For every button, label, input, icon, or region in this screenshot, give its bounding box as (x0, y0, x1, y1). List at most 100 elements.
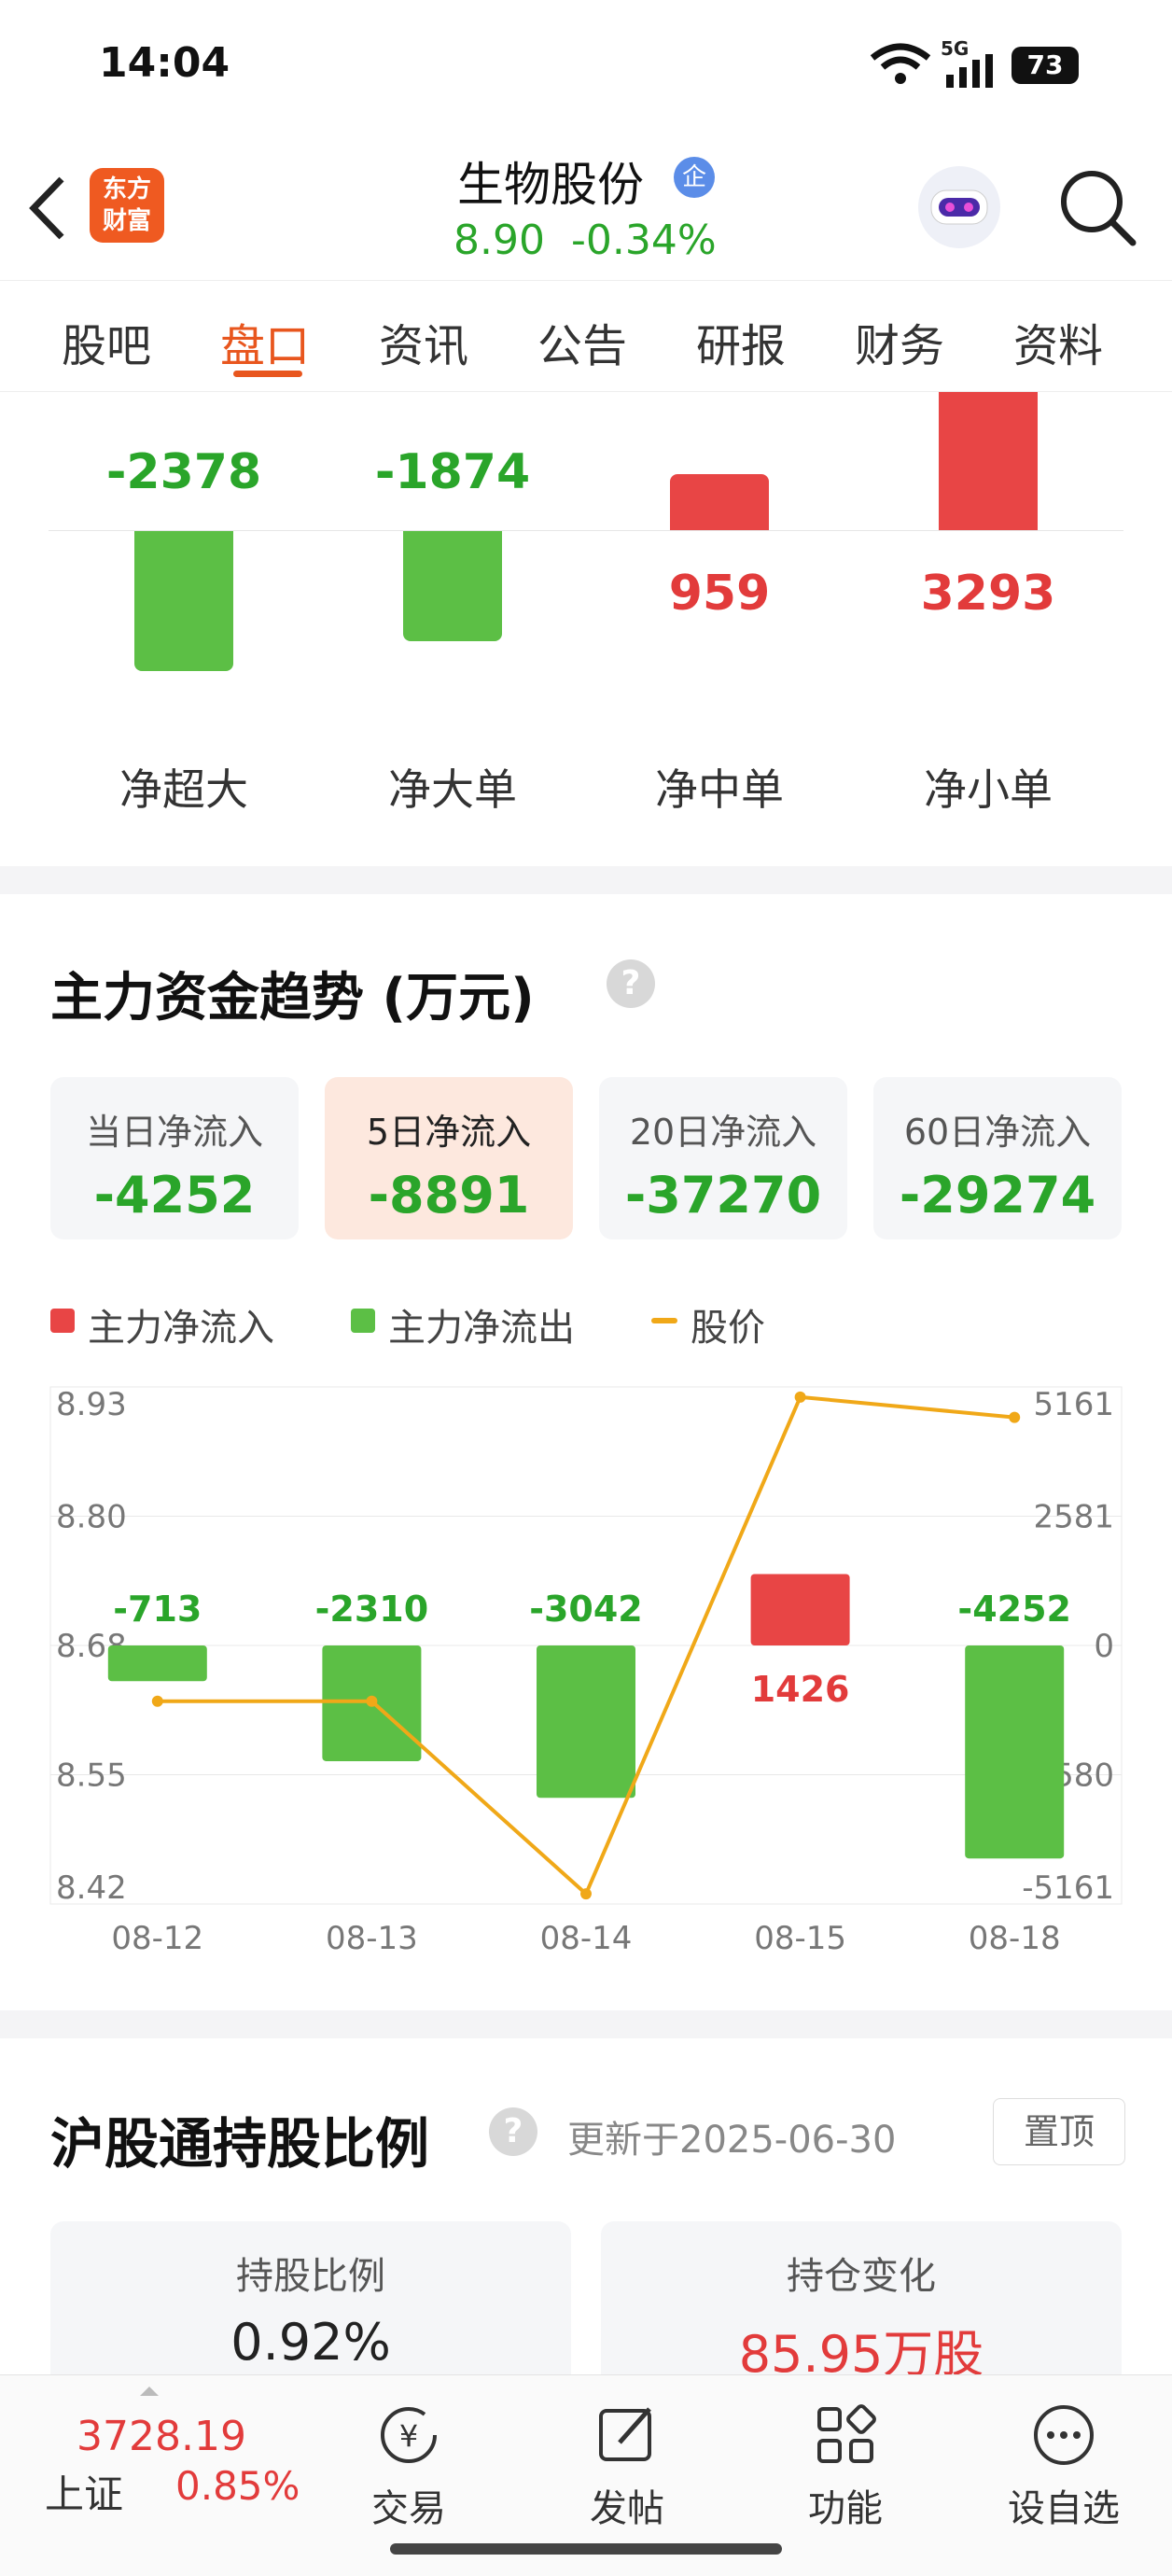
left-tick-label: 8.93 (56, 1386, 127, 1423)
holding-ratio-value: 0.92% (230, 2313, 391, 2372)
price-point (1009, 1411, 1021, 1423)
more-dots-icon (1034, 2405, 1094, 2465)
x-tick-label: 08-14 (540, 1920, 633, 1957)
eastmoney-logo: 东方 财富 (90, 168, 164, 243)
box-value: -29274 (899, 1166, 1096, 1225)
trend-title: 主力资金趋势 (万元) (50, 968, 535, 1029)
flow-bar-label: -4252 (957, 1589, 1071, 1630)
index-change[interactable]: 0.85% (175, 2463, 300, 2509)
box-value: -8891 (368, 1166, 530, 1225)
nav-post-label: 发帖 (590, 2487, 664, 2530)
nav-functions-label: 功能 (808, 2487, 883, 2530)
net-inflow-5d[interactable]: 5日净流入 -8891 (325, 1077, 573, 1239)
flow-value-medium: 959 (668, 566, 771, 622)
box-title: 当日净流入 (85, 1112, 263, 1153)
price-point (794, 1391, 806, 1403)
flow-bar (107, 1645, 207, 1682)
tab-bar: 股吧 盘口 资讯 公告 研报 财务 资料 (0, 280, 1172, 392)
search-icon[interactable] (1058, 168, 1138, 248)
x-tick-label: 08-15 (754, 1920, 846, 1957)
edit-post-icon (599, 2407, 651, 2461)
box-value: -37270 (624, 1166, 822, 1225)
right-tick-label: -5161 (1022, 1869, 1114, 1907)
nav-watchlist-label: 设自选 (1008, 2487, 1120, 2530)
flow-label-medium: 净中单 (655, 764, 784, 815)
left-tick-label: 8.55 (56, 1757, 127, 1795)
flow-bar (537, 1645, 635, 1799)
nav-functions[interactable]: 功能 (791, 2401, 900, 2532)
flow-bar-label: -2310 (315, 1589, 429, 1630)
svg-text:¥: ¥ (399, 2418, 418, 2454)
pin-top-button[interactable]: 置顶 (993, 2098, 1125, 2165)
flow-label-small: 净小单 (924, 764, 1053, 815)
nav-post[interactable]: 发帖 (573, 2401, 681, 2532)
network-label: 5G (941, 37, 970, 60)
trade-yen-icon: ¥ (381, 2407, 437, 2463)
tab-research[interactable]: 研报 (696, 320, 787, 372)
home-indicator[interactable] (390, 2543, 782, 2555)
bottom-nav: 3728.19 上证 0.85% ¥ 交易 发帖 功能 设自选 (0, 2374, 1172, 2576)
price-point (366, 1695, 378, 1707)
wifi-icon (870, 43, 931, 84)
flow-bar (965, 1645, 1065, 1859)
flow-bar-medium (670, 474, 769, 530)
box-title: 60日净流入 (903, 1112, 1092, 1153)
holding-change-label: 持仓变化 (787, 2255, 936, 2298)
back-arrow-icon[interactable] (26, 175, 67, 241)
tab-profile[interactable]: 资料 (1013, 320, 1104, 372)
box-title: 5日净流入 (366, 1112, 532, 1153)
x-tick-label: 08-13 (326, 1920, 418, 1957)
flow-bar-label: 1426 (751, 1669, 850, 1710)
holding-change-value: 85.95万股 (738, 2325, 984, 2384)
clock: 14:04 (99, 39, 230, 87)
flow-value-large: -1874 (374, 444, 531, 500)
active-tab-indicator (233, 371, 302, 377)
tab-announcements[interactable]: 公告 (537, 320, 628, 372)
right-tick-label: 2581 (1033, 1499, 1114, 1536)
box-title: 20日净流入 (629, 1112, 817, 1153)
legend-inflow-label: 主力净流入 (88, 1307, 274, 1350)
tab-pankou[interactable]: 盘口 (220, 320, 311, 372)
legend-inflow-swatch (50, 1309, 75, 1333)
left-tick-label: 8.80 (56, 1499, 127, 1536)
flow-breakdown-panel: -2378 -1874 959 3293 净超大 净大单 净中单 净小单 (0, 392, 1172, 866)
price-point (580, 1888, 592, 1900)
tab-news[interactable]: 资讯 (379, 320, 469, 372)
net-inflow-60d[interactable]: 60日净流入 -29274 (873, 1077, 1122, 1239)
flow-value-super-large: -2378 (105, 444, 262, 500)
caret-up-icon[interactable] (138, 2385, 160, 2398)
robot-avatar-icon[interactable] (914, 162, 1004, 252)
status-bar: 14:04 5G 73 (0, 0, 1172, 131)
hk-connect-panel: 沪股通持股比例 ? 更新于2025-06-30 置顶 持股比例 0.92% 持仓… (0, 2038, 1172, 2389)
apps-grid-icon (817, 2404, 876, 2463)
stock-price: 8.90 (453, 217, 545, 264)
flow-bar-super-large (134, 531, 233, 671)
index-name[interactable]: 上证 (45, 2471, 124, 2517)
left-tick-label: 8.42 (56, 1869, 127, 1907)
updated-date: 更新于2025-06-30 (567, 2119, 897, 2162)
net-inflow-today[interactable]: 当日净流入 -4252 (50, 1077, 299, 1239)
holding-change-card: 持仓变化 85.95万股 (601, 2221, 1122, 2389)
flow-label-large: 净大单 (388, 764, 517, 815)
legend-outflow-label: 主力净流出 (388, 1307, 575, 1350)
baseline (49, 530, 1123, 531)
holding-ratio-card: 持股比例 0.92% (50, 2221, 571, 2389)
nav-trade[interactable]: ¥ 交易 (355, 2401, 463, 2532)
flow-bar-label: -713 (113, 1589, 202, 1630)
enterprise-badge: 企 (674, 157, 715, 198)
signal-icon (946, 54, 993, 88)
help-icon[interactable]: ? (607, 959, 655, 1008)
right-tick-label: 5161 (1033, 1386, 1114, 1423)
tab-guba[interactable]: 股吧 (62, 320, 152, 372)
tab-finance[interactable]: 财务 (855, 320, 945, 372)
legend-price-swatch (651, 1318, 677, 1323)
help-icon[interactable]: ? (489, 2107, 537, 2156)
legend-outflow-swatch (351, 1309, 375, 1333)
net-inflow-20d[interactable]: 20日净流入 -37270 (599, 1077, 847, 1239)
flow-bar-small (939, 392, 1038, 530)
nav-watchlist[interactable]: 设自选 (998, 2401, 1129, 2532)
stock-name: 生物股份 (457, 158, 644, 212)
index-value[interactable]: 3728.19 (77, 2413, 246, 2460)
right-tick-label: 0 (1094, 1628, 1114, 1665)
